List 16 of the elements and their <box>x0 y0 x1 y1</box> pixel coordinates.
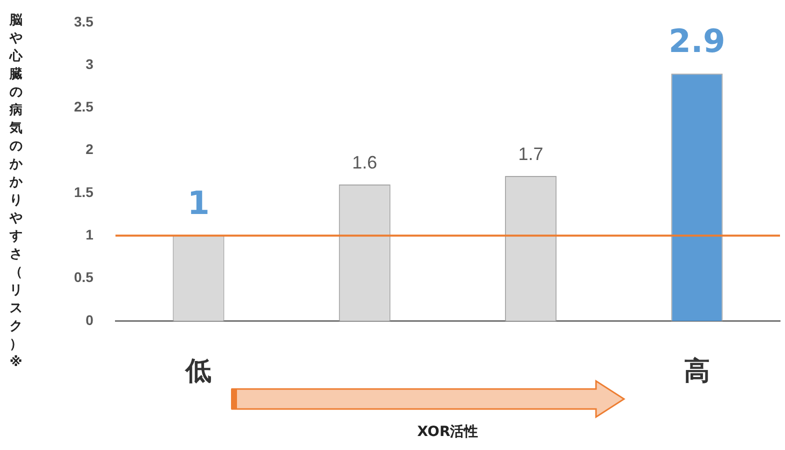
y-tick-label: 1.5 <box>74 184 94 200</box>
y-tick-label: 0 <box>86 312 94 328</box>
x-tick-label: 高 <box>684 356 710 386</box>
data-label: 1.6 <box>352 152 378 172</box>
x-axis-title: XOR活性 <box>417 424 478 440</box>
y-tick-label: 2 <box>86 141 94 158</box>
y-tick-label: 3.5 <box>74 13 94 30</box>
y-tick-label: 1 <box>86 226 94 243</box>
y-tick-label: 3 <box>86 56 94 72</box>
y-tick-label: 2.5 <box>74 98 94 115</box>
data-label: 1 <box>187 184 210 222</box>
y-tick-label: 0.5 <box>74 269 94 286</box>
data-label: 1.7 <box>518 144 544 164</box>
text: 脳や心臓の病気のかかりやすさ（リスク）※ <box>10 13 22 370</box>
x-tick-label: 低 <box>184 356 212 386</box>
data-label: 2.9 <box>668 22 726 60</box>
